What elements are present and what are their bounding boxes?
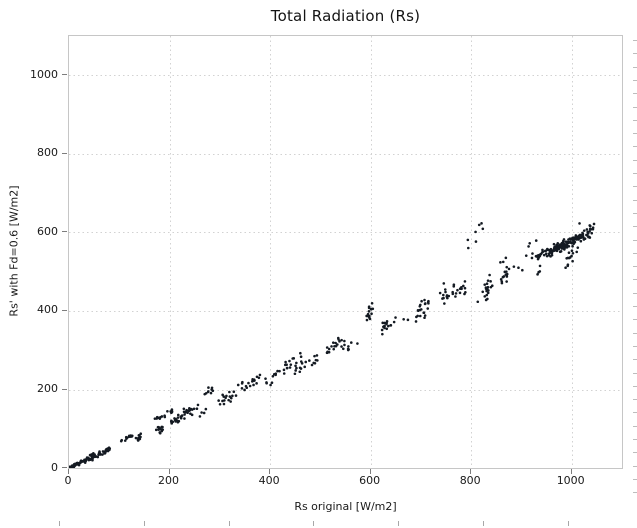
right-cropped-tick xyxy=(633,319,637,321)
bottom-cropped-tick xyxy=(228,521,230,526)
right-cropped-tick xyxy=(633,53,637,55)
y-tick-label: 400 xyxy=(37,303,58,317)
right-cropped-tick xyxy=(633,252,637,254)
bottom-cropped-tick xyxy=(313,521,315,526)
right-cropped-tick xyxy=(633,465,637,467)
right-cropped-tick xyxy=(633,40,637,41)
x-tick-label: 800 xyxy=(459,474,481,487)
right-cropped-tick xyxy=(633,478,637,480)
right-cropped-tick xyxy=(633,292,637,294)
bottom-cropped-tick xyxy=(483,521,484,526)
right-cropped-tick xyxy=(633,359,637,361)
y-tick-label: 600 xyxy=(37,224,58,238)
bottom-cropped-tick xyxy=(59,521,60,526)
right-cropped-tick xyxy=(633,212,637,214)
x-tick-label: 0 xyxy=(64,474,72,487)
y-tick-label: 1000 xyxy=(30,67,58,81)
x-tick-mark xyxy=(570,469,572,474)
bottom-cropped-tick xyxy=(398,521,400,526)
chart-title: Total Radiation (Rs) xyxy=(270,7,421,25)
bottom-cropped-tick xyxy=(143,521,145,526)
right-cropped-tick xyxy=(633,199,637,201)
y-tick-mark xyxy=(62,467,67,468)
right-cropped-tick xyxy=(633,146,637,148)
right-cropped-tick xyxy=(633,226,637,228)
x-tick-mark xyxy=(470,469,472,474)
y-tick-mark xyxy=(62,309,67,311)
x-tick-mark xyxy=(369,469,371,474)
x-axis-label: Rs original [W/m2] xyxy=(294,500,397,513)
right-cropped-tick xyxy=(633,372,637,374)
y-tick-mark xyxy=(62,388,67,390)
y-tick-label: 800 xyxy=(37,146,58,160)
x-tick-label: 600 xyxy=(359,474,381,487)
right-cropped-tick xyxy=(633,173,637,174)
x-tick-label: 1000 xyxy=(556,474,585,487)
right-cropped-tick xyxy=(633,385,637,387)
plot-area xyxy=(68,35,623,469)
y-axis-label: Rs' with Fd=0.6 [W/m2] xyxy=(7,185,21,317)
y-tick-label: 200 xyxy=(37,382,58,395)
right-cropped-tick xyxy=(633,106,637,108)
y-tick-mark xyxy=(62,74,67,76)
right-cropped-tick xyxy=(633,119,637,121)
right-cropped-tick xyxy=(633,439,637,440)
right-cropped-tick xyxy=(633,279,637,281)
right-cropped-tick xyxy=(633,452,637,454)
right-cropped-tick xyxy=(633,306,637,307)
x-tick-label: 200 xyxy=(158,474,179,487)
bottom-cropped-tick xyxy=(567,521,569,526)
right-cropped-tick xyxy=(633,133,637,135)
right-cropped-tick xyxy=(633,345,637,347)
x-tick-mark xyxy=(68,469,69,474)
right-cropped-tick xyxy=(633,93,637,95)
y-tick-mark xyxy=(62,152,67,154)
x-tick-mark xyxy=(269,469,271,474)
right-cropped-tick xyxy=(633,239,637,241)
right-cropped-tick xyxy=(633,66,637,68)
x-tick-label: 400 xyxy=(258,474,280,487)
right-cropped-tick xyxy=(633,399,637,401)
y-tick-mark xyxy=(62,231,67,233)
right-cropped-tick xyxy=(633,425,637,427)
right-cropped-tick xyxy=(633,186,637,188)
scatter-points xyxy=(69,36,622,468)
right-cropped-tick xyxy=(633,412,637,414)
right-cropped-tick xyxy=(633,266,637,268)
right-cropped-tick xyxy=(633,332,637,334)
right-cropped-tick xyxy=(633,492,637,494)
right-cropped-tick xyxy=(633,159,637,161)
x-tick-mark xyxy=(168,469,170,474)
right-cropped-tick xyxy=(633,79,637,81)
y-tick-label: 0 xyxy=(51,460,58,474)
